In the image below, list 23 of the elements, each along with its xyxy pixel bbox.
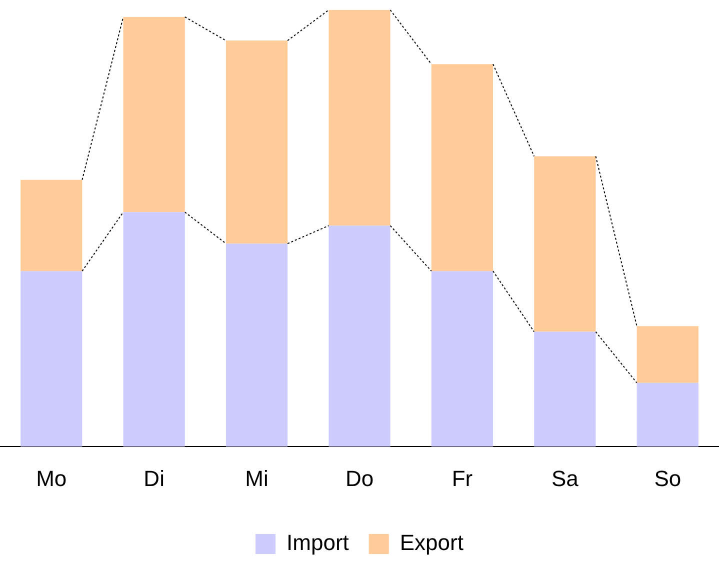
x-tick-label: Mo: [36, 466, 67, 491]
x-tick-label: Do: [345, 466, 374, 491]
bar: [431, 271, 494, 447]
bar: [636, 382, 698, 447]
legend-label: Import: [286, 530, 349, 556]
legend-label: Export: [400, 530, 464, 556]
bar: [226, 244, 288, 447]
bar: [20, 180, 82, 272]
x-tick-label: Di: [144, 466, 164, 491]
bar: [534, 332, 596, 447]
bar: [123, 212, 185, 447]
bar: [226, 40, 288, 244]
bar: [431, 64, 494, 272]
bar: [328, 226, 390, 447]
bar: [328, 10, 390, 226]
bar: [636, 326, 698, 383]
x-tick-label: So: [654, 466, 682, 491]
x-tick-label: Mi: [245, 466, 268, 491]
bar: [20, 271, 82, 447]
bar: [534, 156, 596, 332]
x-tick-label: Sa: [551, 466, 580, 491]
bar: [123, 16, 185, 212]
x-tick-label: Fr: [452, 466, 473, 491]
